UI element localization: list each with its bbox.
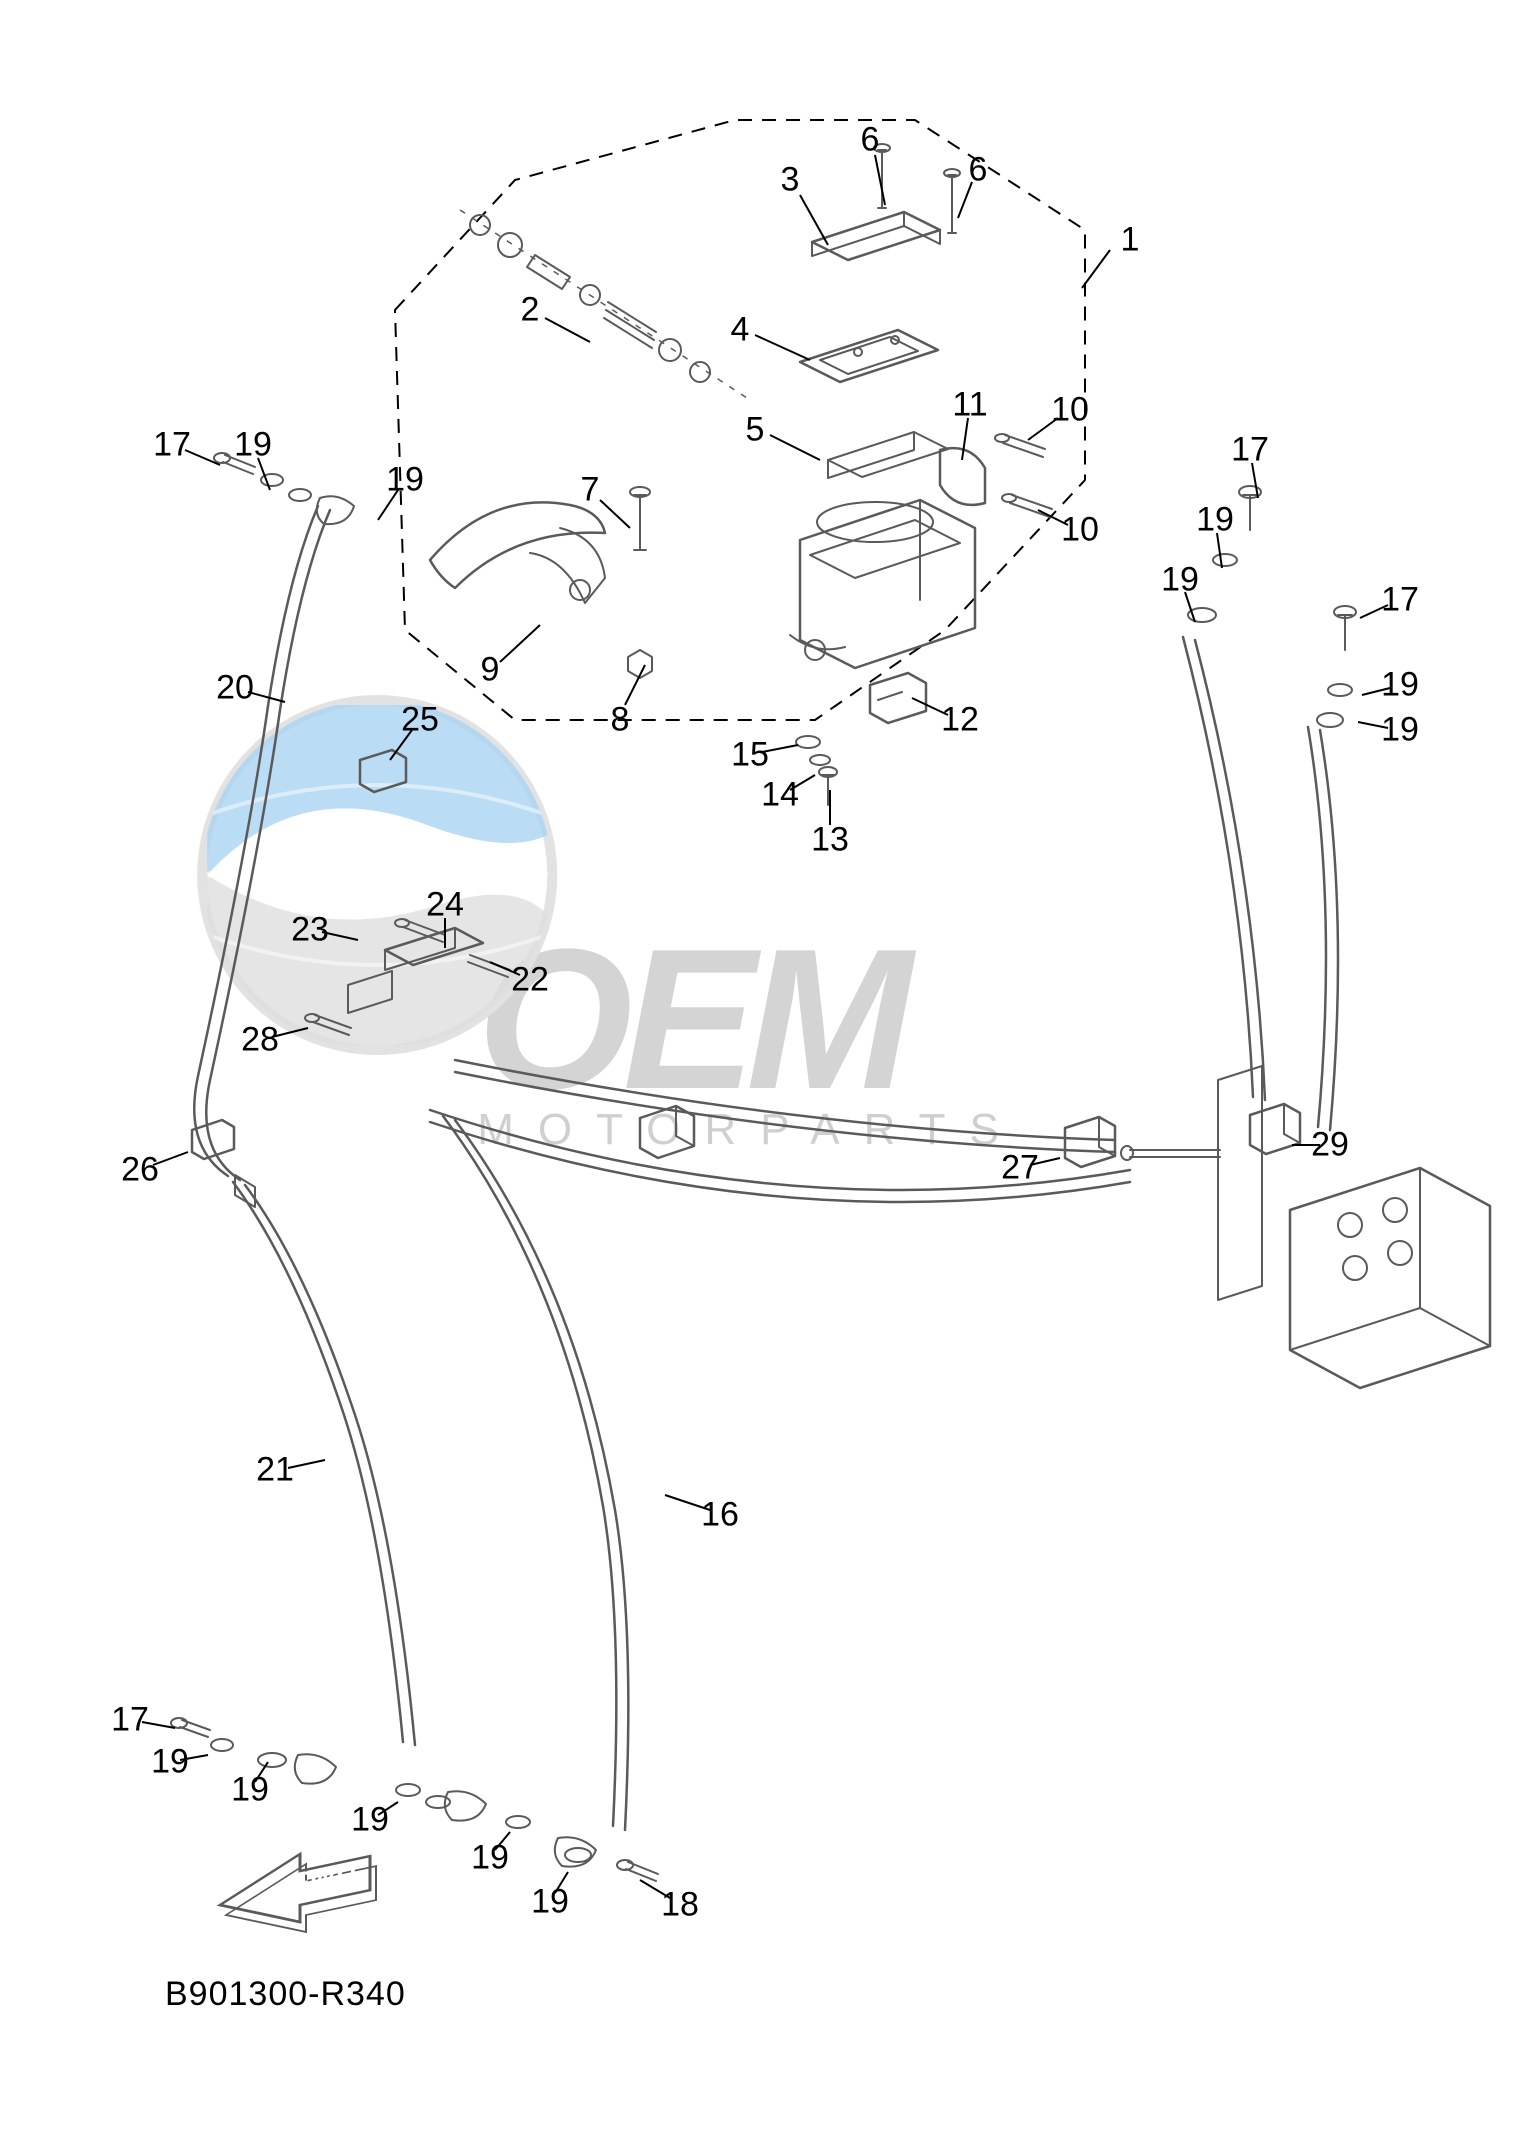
callout-28: 28 [241, 1021, 279, 1060]
callout-11: 11 [952, 386, 987, 425]
callout-16: 16 [701, 1496, 739, 1535]
callout-8: 8 [611, 701, 630, 740]
callout-17: 17 [153, 426, 191, 465]
callout-1: 1 [1121, 221, 1140, 260]
callout-6: 6 [861, 121, 880, 160]
fwd-arrow: FWD [220, 1839, 376, 1949]
callout-13: 13 [811, 821, 849, 860]
parts-group [171, 144, 1490, 1881]
callout-29: 29 [1311, 1126, 1349, 1165]
callout-19: 19 [471, 1839, 509, 1878]
callout-22: 22 [511, 961, 549, 1000]
callout-5: 5 [746, 411, 765, 450]
drawing-svg: FWD [0, 0, 1537, 2130]
callout-19: 19 [386, 461, 424, 500]
callout-14: 14 [761, 776, 799, 815]
callout-23: 23 [291, 911, 329, 950]
callout-27: 27 [1001, 1149, 1039, 1188]
callout-19: 19 [1161, 561, 1199, 600]
callout-19: 19 [231, 1771, 269, 1810]
callout-12: 12 [941, 701, 979, 740]
callout-24: 24 [426, 886, 464, 925]
callout-3: 3 [781, 161, 800, 200]
callout-18: 18 [661, 1886, 699, 1925]
callout-19: 19 [234, 426, 272, 465]
callout-9: 9 [481, 651, 500, 690]
leader-lines [142, 155, 1390, 1898]
callout-6: 6 [969, 151, 988, 190]
callout-19: 19 [351, 1801, 389, 1840]
part-number: B901300-R340 [165, 1975, 406, 2014]
callout-2: 2 [521, 291, 540, 330]
callout-20: 20 [216, 669, 254, 708]
callout-15: 15 [731, 736, 769, 775]
callout-19: 19 [1381, 711, 1419, 750]
callout-17: 17 [1381, 581, 1419, 620]
callout-26: 26 [121, 1151, 159, 1190]
callout-7: 7 [581, 471, 600, 510]
callout-17: 17 [111, 1701, 149, 1740]
callout-19: 19 [1381, 666, 1419, 705]
diagram-container: OEM MOTORPARTS [0, 0, 1537, 2130]
callout-17: 17 [1231, 431, 1269, 470]
callout-19: 19 [531, 1883, 569, 1922]
callout-21: 21 [256, 1451, 294, 1490]
callout-4: 4 [731, 311, 750, 350]
callout-19: 19 [151, 1743, 189, 1782]
callout-10: 10 [1061, 511, 1099, 550]
callout-25: 25 [401, 701, 439, 740]
callout-19: 19 [1196, 501, 1234, 540]
callout-10: 10 [1051, 391, 1089, 430]
